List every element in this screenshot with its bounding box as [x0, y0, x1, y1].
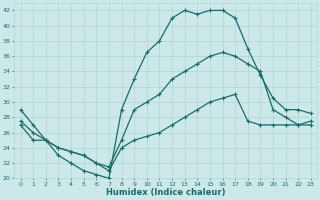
X-axis label: Humidex (Indice chaleur): Humidex (Indice chaleur)	[106, 188, 226, 197]
